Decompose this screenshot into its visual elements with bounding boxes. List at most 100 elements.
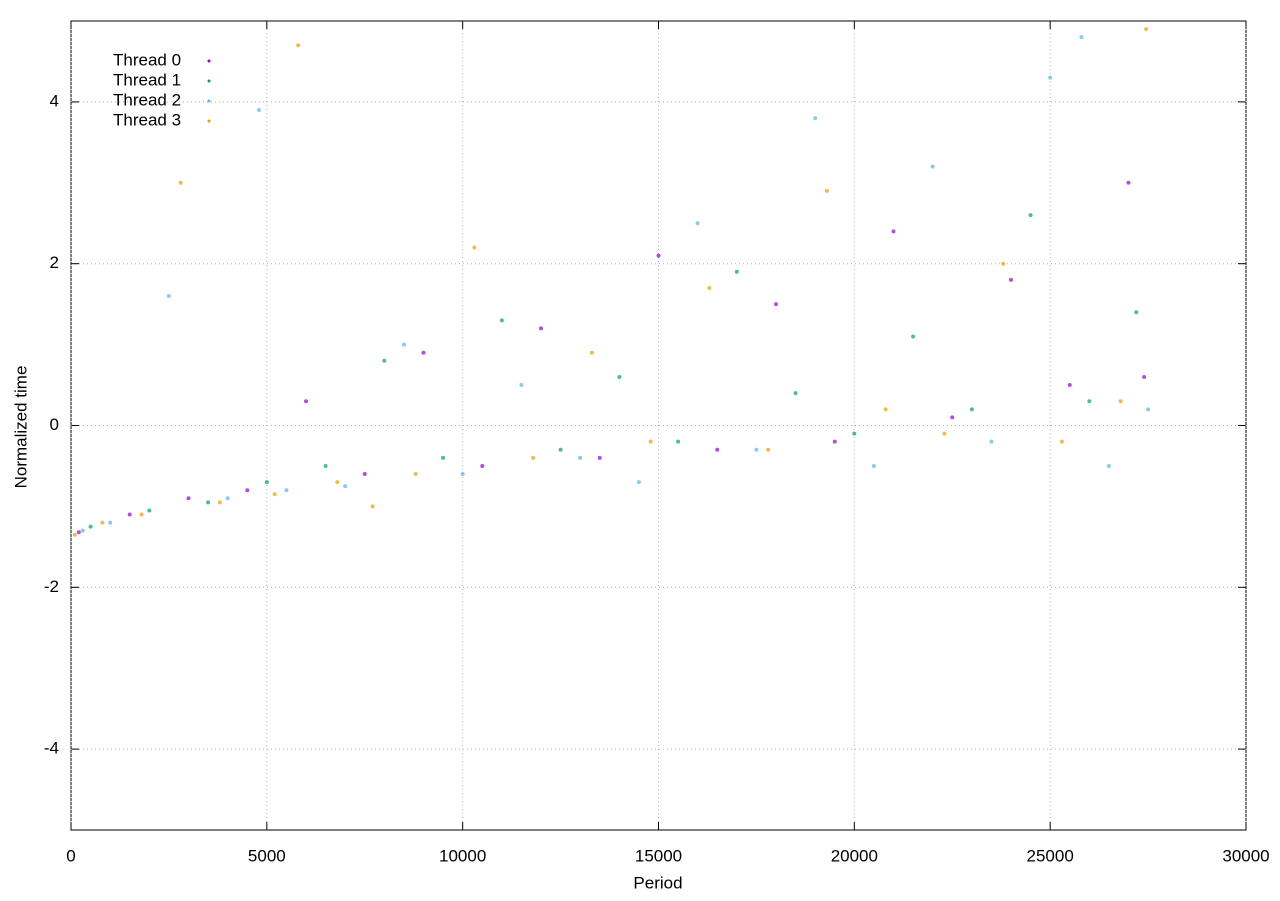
point	[813, 116, 818, 121]
legend-label: Thread 3	[113, 110, 181, 129]
point	[766, 447, 771, 452]
point	[80, 528, 85, 533]
point	[166, 294, 171, 299]
point	[370, 504, 375, 509]
point	[382, 358, 387, 363]
point	[695, 221, 700, 226]
point	[1059, 439, 1064, 444]
point	[76, 530, 81, 535]
point	[1118, 399, 1123, 404]
point	[1028, 213, 1033, 218]
point	[272, 492, 277, 497]
point	[127, 512, 132, 517]
x-tick-label: 30000	[1222, 846, 1269, 865]
x-tick-label: 0	[66, 846, 75, 865]
x-tick-label: 10000	[439, 846, 486, 865]
y-tick-label: 2	[50, 253, 59, 272]
point	[1134, 310, 1139, 315]
point	[950, 415, 955, 420]
legend-label: Thread 2	[113, 90, 181, 109]
x-tick-label: 15000	[635, 846, 682, 865]
point	[264, 480, 269, 485]
point	[1087, 399, 1092, 404]
point	[147, 508, 152, 513]
point	[754, 447, 759, 452]
point	[824, 188, 829, 193]
legend-marker	[207, 119, 211, 123]
point	[617, 374, 622, 379]
point	[539, 326, 543, 331]
y-tick-label: -2	[44, 577, 59, 596]
point	[480, 463, 485, 468]
point	[401, 342, 406, 347]
point	[1144, 27, 1149, 32]
point	[676, 439, 681, 444]
point	[421, 350, 426, 355]
point	[656, 253, 661, 258]
legend-marker	[207, 79, 211, 83]
y-axis-label: Normalized time	[11, 366, 30, 489]
x-tick-label: 20000	[831, 846, 878, 865]
point	[206, 500, 211, 505]
point	[531, 455, 536, 460]
point	[832, 439, 837, 444]
point	[413, 472, 418, 477]
point	[734, 269, 739, 274]
point	[774, 302, 778, 307]
point	[942, 431, 947, 436]
point	[707, 285, 712, 290]
point	[891, 229, 896, 234]
point	[578, 455, 583, 460]
point	[1009, 277, 1013, 282]
y-tick-label: 0	[50, 415, 59, 434]
x-axis-label: Period	[633, 873, 682, 892]
point	[1048, 75, 1053, 80]
point	[108, 520, 113, 525]
point	[852, 431, 857, 436]
point	[217, 500, 222, 505]
point	[930, 164, 935, 169]
point	[519, 383, 524, 388]
x-tick-label: 5000	[248, 846, 286, 865]
point	[88, 524, 93, 529]
point	[186, 496, 191, 501]
point	[636, 480, 641, 485]
point	[1126, 180, 1131, 185]
point	[1146, 407, 1151, 412]
legend-label: Thread 0	[113, 50, 181, 69]
legend-marker	[207, 99, 211, 103]
point	[969, 407, 974, 412]
point	[589, 350, 594, 355]
point	[1142, 374, 1147, 379]
legend-label: Thread 1	[113, 70, 181, 89]
point	[558, 447, 563, 452]
point	[323, 463, 328, 468]
point	[284, 488, 289, 493]
point	[343, 484, 348, 489]
point	[225, 496, 230, 501]
point	[1001, 261, 1006, 266]
point	[362, 472, 367, 477]
point	[245, 488, 250, 493]
point	[472, 245, 477, 250]
point	[648, 439, 653, 444]
point	[989, 439, 994, 444]
point	[296, 43, 301, 48]
point	[715, 447, 720, 452]
point	[178, 180, 183, 185]
point	[335, 480, 340, 485]
point	[257, 107, 261, 112]
legend-marker	[207, 59, 211, 63]
point	[72, 532, 77, 537]
point	[499, 318, 504, 323]
y-tick-label: 4	[50, 91, 59, 110]
point	[460, 472, 465, 477]
point	[304, 399, 308, 404]
point	[139, 512, 144, 517]
point	[441, 455, 446, 460]
point	[1079, 35, 1084, 40]
point	[1067, 383, 1072, 388]
point	[793, 391, 798, 396]
